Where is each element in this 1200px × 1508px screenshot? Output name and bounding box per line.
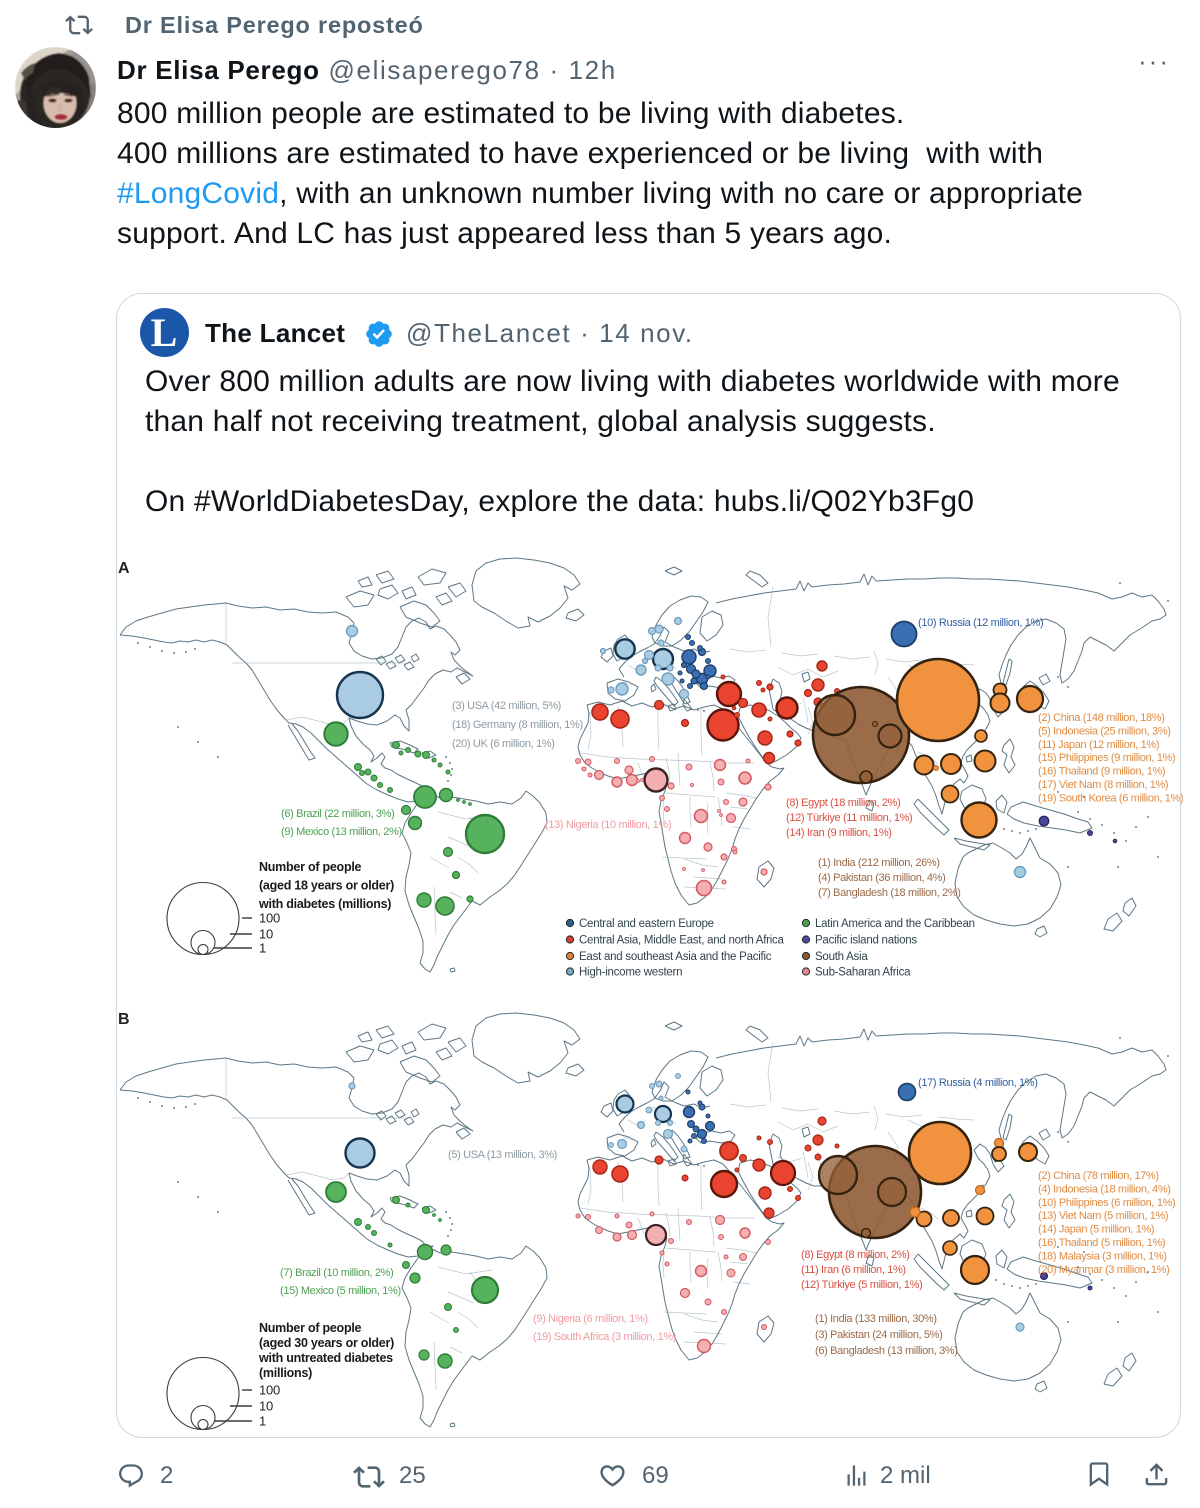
- svg-text:(15) Mexico (5 million, 1%): (15) Mexico (5 million, 1%): [280, 1285, 401, 1297]
- svg-text:with diabetes (millions): with diabetes (millions): [258, 897, 391, 911]
- svg-text:(11) Iran (6 million, 1%): (11) Iran (6 million, 1%): [801, 1264, 906, 1276]
- svg-text:(5) USA (13 million, 3%): (5) USA (13 million, 3%): [448, 1149, 557, 1161]
- svg-text:(19) South Africa (3 million,: (19) South Africa (3 million, 1%): [533, 1331, 676, 1343]
- svg-text:(13) Viet Nam (5 million, 1%): (13) Viet Nam (5 million, 1%): [1038, 1210, 1168, 1222]
- svg-text:(16) Thailand (5 million, 1%): (16) Thailand (5 million, 1%): [1038, 1237, 1165, 1249]
- svg-text:(6) Bangladesh (13 million, 3%: (6) Bangladesh (13 million, 3%): [815, 1345, 958, 1357]
- svg-text:100: 100: [259, 911, 280, 926]
- svg-text:10: 10: [259, 1399, 273, 1414]
- svg-text:(13) Nigeria (10 million, 1%): (13) Nigeria (10 million, 1%): [545, 819, 671, 831]
- svg-text:(4) Indonesia (18 million, 4%): (4) Indonesia (18 million, 4%): [1038, 1183, 1171, 1195]
- svg-text:Number of people: Number of people: [259, 1321, 362, 1335]
- svg-text:(16) Thailand (9 million, 1%): (16) Thailand (9 million, 1%): [1038, 766, 1165, 778]
- svg-text:(2) China (78 million, 17%): (2) China (78 million, 17%): [1038, 1170, 1159, 1182]
- svg-text:(5) Indonesia (25 million, 3%): (5) Indonesia (25 million, 3%): [1038, 725, 1171, 737]
- svg-text:A: A: [118, 560, 130, 577]
- svg-text:(4) Pakistan (36 million, 4%): (4) Pakistan (36 million, 4%): [818, 872, 945, 884]
- svg-text:(14) Iran (9 million, 1%): (14) Iran (9 million, 1%): [786, 827, 892, 839]
- svg-text:(12) Türkiye (5 million, 1%): (12) Türkiye (5 million, 1%): [801, 1279, 922, 1291]
- svg-text:(7) Brazil (10 million, 2%): (7) Brazil (10 million, 2%): [280, 1267, 393, 1279]
- svg-text:(18) Germany (8 million, 1%): (18) Germany (8 million, 1%): [452, 719, 583, 731]
- svg-text:with untreated diabetes: with untreated diabetes: [258, 1351, 393, 1365]
- svg-text:(aged 18 years or older): (aged 18 years or older): [259, 879, 394, 893]
- svg-text:(millions): (millions): [259, 1366, 312, 1380]
- svg-text:East and southeast Asia and th: East and southeast Asia and the Pacific: [579, 951, 772, 963]
- svg-text:Sub-Saharan Africa: Sub-Saharan Africa: [815, 967, 911, 979]
- svg-text:(aged 30 years or older): (aged 30 years or older): [259, 1336, 394, 1350]
- svg-text:Latin America and the Caribbea: Latin America and the Caribbean: [815, 918, 975, 930]
- svg-text:(18) Malaysia (3 million, 1%): (18) Malaysia (3 million, 1%): [1038, 1250, 1167, 1262]
- svg-text:(1) India (133 million, 30%): (1) India (133 million, 30%): [815, 1313, 937, 1325]
- svg-text:B: B: [118, 1012, 129, 1028]
- svg-text:10: 10: [259, 927, 273, 942]
- svg-text:(7) Bangladesh (18 million, 2%: (7) Bangladesh (18 million, 2%): [818, 887, 961, 899]
- svg-text:(20) UK (6 million, 1%): (20) UK (6 million, 1%): [452, 738, 555, 750]
- svg-text:(20) Myanmar (3 million, 1%): (20) Myanmar (3 million, 1%): [1038, 1264, 1169, 1276]
- svg-text:(8) Egypt (18 million, 2%): (8) Egypt (18 million, 2%): [786, 797, 900, 809]
- svg-text:(3) Pakistan (24 million, 5%): (3) Pakistan (24 million, 5%): [815, 1329, 942, 1341]
- svg-text:Number of people: Number of people: [259, 860, 362, 874]
- svg-text:High-income western: High-income western: [579, 967, 682, 979]
- svg-text:(8) Egypt (8 million, 2%): (8) Egypt (8 million, 2%): [801, 1249, 910, 1261]
- svg-text:1: 1: [259, 941, 266, 956]
- svg-text:(19) South Korea (6 million, 1: (19) South Korea (6 million, 1%): [1038, 792, 1183, 804]
- svg-text:(3) USA (42 million, 5%): (3) USA (42 million, 5%): [452, 700, 561, 712]
- svg-text:(9) Mexico (13 million, 2%): (9) Mexico (13 million, 2%): [281, 826, 402, 838]
- svg-text:1: 1: [259, 1414, 266, 1429]
- svg-text:(10) Philippines (6 million, 1: (10) Philippines (6 million, 1%): [1038, 1197, 1175, 1209]
- svg-text:Pacific island nations: Pacific island nations: [815, 935, 917, 947]
- svg-text:Central and eastern Europe: Central and eastern Europe: [579, 918, 714, 930]
- svg-text:(15) Philippines (9 million, 1: (15) Philippines (9 million, 1%): [1038, 752, 1175, 764]
- svg-text:(6) Brazil (22 million, 3%): (6) Brazil (22 million, 3%): [281, 808, 394, 820]
- svg-text:(10) Russia (12 million, 1%): (10) Russia (12 million, 1%): [918, 617, 1043, 629]
- svg-text:L: L: [151, 310, 178, 355]
- svg-text:South Asia: South Asia: [815, 951, 868, 963]
- svg-text:(14) Japan (5 million, 1%): (14) Japan (5 million, 1%): [1038, 1224, 1154, 1236]
- svg-text:(2) China (148 million, 18%): (2) China (148 million, 18%): [1038, 712, 1165, 724]
- svg-text:Central Asia, Middle East, and: Central Asia, Middle East, and north Afr…: [579, 935, 785, 947]
- svg-text:(9) Nigeria (6 million, 1%): (9) Nigeria (6 million, 1%): [533, 1313, 648, 1325]
- svg-text:(1) India (212 million, 26%): (1) India (212 million, 26%): [818, 857, 940, 869]
- svg-text:(17) Russia (4 million, 1%): (17) Russia (4 million, 1%): [918, 1077, 1038, 1089]
- svg-text:(12) Türkiye (11 million, 1%): (12) Türkiye (11 million, 1%): [786, 812, 912, 824]
- svg-text:(11) Japan (12 million, 1%): (11) Japan (12 million, 1%): [1038, 739, 1159, 751]
- svg-text:(17) Viet Nam (8 million, 1%): (17) Viet Nam (8 million, 1%): [1038, 779, 1168, 791]
- svg-text:100: 100: [259, 1383, 280, 1398]
